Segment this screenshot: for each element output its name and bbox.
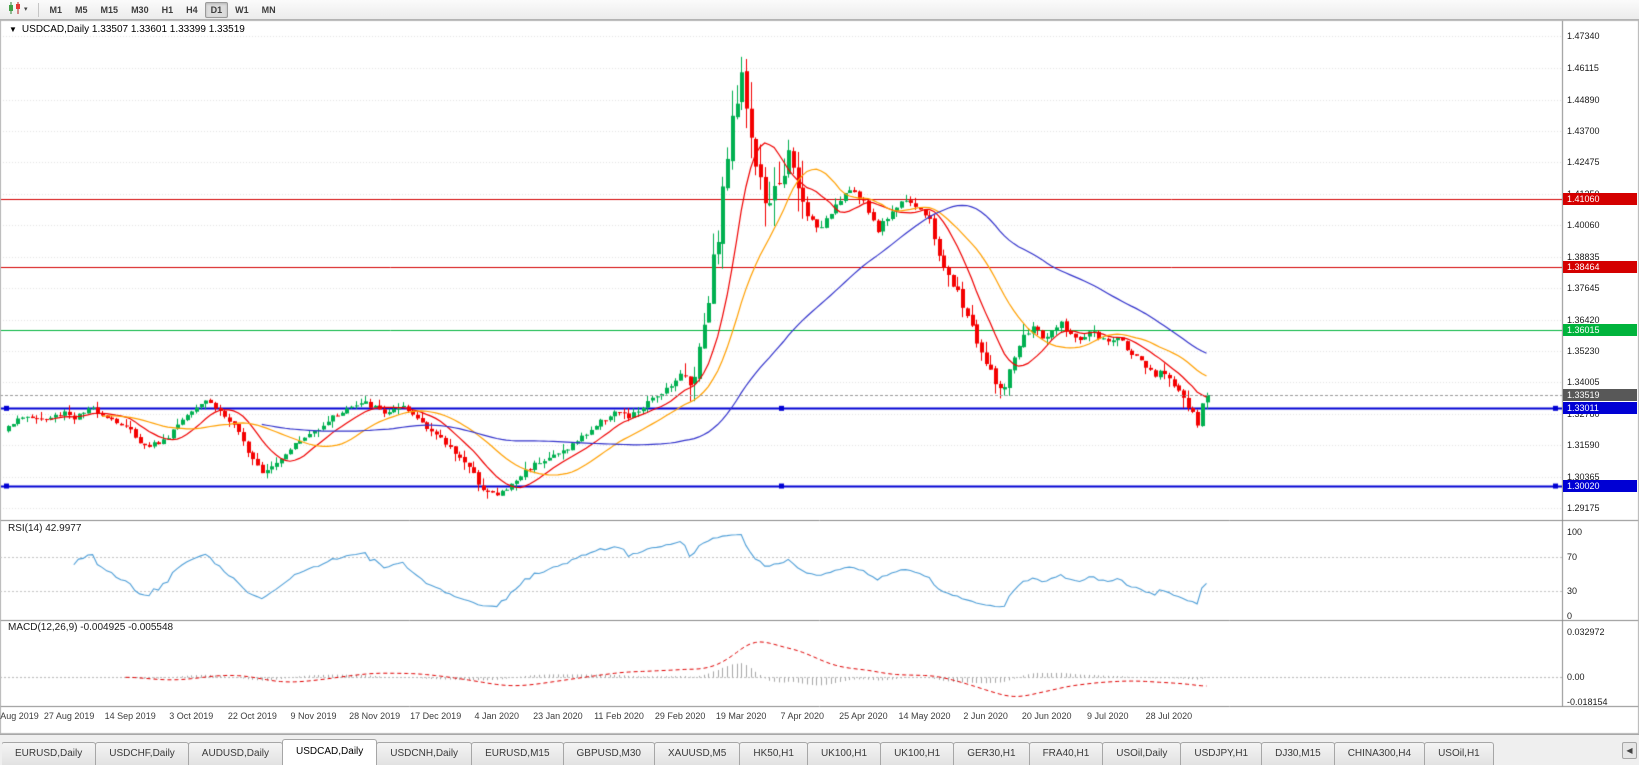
timeframe-button-D1[interactable]: D1	[204, 1, 229, 18]
chart-tab[interactable]: UK100,H1	[880, 742, 955, 765]
top-toolbar: ▾ M1 M5 M15 M30 H1 H4 D1 W1 MN	[0, 0, 1639, 20]
chart-tab[interactable]: CHINA300,H4	[1333, 742, 1426, 765]
chevron-down-icon: ▾	[24, 6, 28, 13]
toolbar-separator	[37, 2, 39, 17]
chart-tab[interactable]: DJ30,M15	[1261, 742, 1335, 765]
candlestick-chart-icon	[8, 2, 22, 17]
timeframe-button-group: M1 M5 M15 M30 H1 H4 D1 W1 MN	[44, 1, 282, 18]
timeframe-button-W1[interactable]: W1	[229, 2, 255, 18]
chart-tab[interactable]: GER30,H1	[953, 742, 1030, 765]
chart-tab[interactable]: UK100,H1	[806, 742, 882, 765]
timeframe-button-H1[interactable]: H1	[156, 2, 180, 18]
tab-scroll-left-icon[interactable]: ◀	[1622, 742, 1637, 759]
chart-tab[interactable]: AUDUSD,Daily	[187, 742, 284, 765]
chart-tab[interactable]: USDJPY,H1	[1180, 742, 1263, 765]
timeframe-button-M5[interactable]: M5	[69, 2, 94, 18]
chart-tab[interactable]: USOil,Daily	[1102, 742, 1182, 765]
chart-tab[interactable]: GBPUSD,M30	[562, 742, 655, 765]
chart-tab[interactable]: EURUSD,Daily	[2, 742, 97, 765]
timeframe-button-M30[interactable]: M30	[125, 2, 155, 18]
chart-tab[interactable]: HK50,H1	[739, 742, 808, 765]
chart-tabs-strip: EURUSD,Daily USDCHF,Daily AUDUSD,Daily USDC…	[2, 735, 1494, 765]
timeframe-button-M15[interactable]: M15	[95, 2, 125, 18]
chart-type-button[interactable]: ▾	[3, 2, 33, 18]
chart-tab[interactable]: USDCAD,Daily	[282, 739, 378, 765]
chart-tab[interactable]: USOil,H1	[1424, 742, 1494, 765]
timeframe-button-M1[interactable]: M1	[44, 2, 69, 18]
price-chart-canvas[interactable]	[0, 20, 1639, 734]
chart-tab[interactable]: USDCNH,Daily	[376, 742, 473, 765]
chart-window: ▼ USDCAD,Daily 1.33507 1.33601 1.33399 1…	[0, 20, 1639, 734]
chart-tab[interactable]: FRA40,H1	[1028, 742, 1104, 765]
chart-tabs-bar: EURUSD,Daily USDCHF,Daily AUDUSD,Daily USDC…	[0, 734, 1639, 765]
chart-tab[interactable]: XAUUSD,M5	[654, 742, 741, 765]
chart-tab[interactable]: USDCHF,Daily	[95, 742, 189, 765]
timeframe-button-MN[interactable]: MN	[256, 2, 282, 18]
timeframe-button-H4[interactable]: H4	[180, 2, 204, 18]
chart-tab[interactable]: EURUSD,M15	[471, 742, 564, 765]
